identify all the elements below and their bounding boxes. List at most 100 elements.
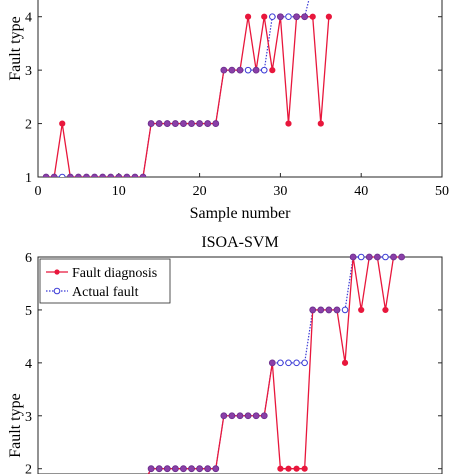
legend-marker-actual-fault bbox=[53, 287, 61, 295]
y-tick-label: 4 bbox=[25, 11, 32, 26]
coincident-point bbox=[131, 173, 139, 177]
y-axis-label: Fault type bbox=[7, 16, 24, 80]
legend-label-actual-fault: Actual fault bbox=[72, 285, 139, 300]
x-tick-label: 10 bbox=[112, 184, 126, 199]
y-tick-label: 3 bbox=[25, 64, 32, 79]
plot-frame bbox=[37, 256, 443, 474]
y-axis-label: Fault type bbox=[7, 393, 24, 457]
fault-diagnosis-point bbox=[285, 120, 292, 127]
fault-diagnosis-point bbox=[59, 120, 66, 127]
plot-frame bbox=[37, 0, 443, 178]
x-tick-label: 20 bbox=[193, 184, 207, 199]
coincident-point bbox=[204, 465, 212, 473]
coincident-point bbox=[333, 306, 341, 314]
coincident-point bbox=[50, 173, 58, 177]
y-tick-label: 2 bbox=[25, 463, 32, 474]
coincident-point bbox=[83, 173, 90, 177]
coincident-point bbox=[220, 412, 228, 420]
plot-area bbox=[147, 253, 406, 474]
coincident-point bbox=[212, 465, 220, 473]
legend-marker-fault-diagnosis bbox=[54, 269, 60, 275]
plot-area bbox=[42, 0, 332, 177]
actual-fault-point bbox=[382, 253, 389, 261]
fault-diagnosis-point bbox=[293, 465, 300, 472]
coincident-point bbox=[252, 66, 260, 74]
y-tick-label: 3 bbox=[25, 410, 32, 425]
coincident-point bbox=[155, 465, 163, 473]
fault-diagnosis-point bbox=[317, 120, 324, 127]
coincident-point bbox=[349, 253, 357, 261]
fault-diagnosis-point bbox=[261, 13, 268, 20]
coincident-point bbox=[204, 120, 212, 127]
actual-fault-point bbox=[301, 359, 308, 367]
coincident-point bbox=[107, 173, 115, 177]
legend-label-fault-diagnosis: Fault diagnosis bbox=[72, 266, 157, 281]
actual-fault-point bbox=[260, 66, 268, 74]
coincident-point bbox=[188, 120, 195, 127]
y-tick-label: 5 bbox=[25, 304, 32, 319]
actual-fault-point bbox=[357, 253, 365, 261]
fault-diagnosis-point bbox=[309, 13, 316, 20]
coincident-point bbox=[398, 253, 406, 261]
fault-diagnosis-point bbox=[285, 465, 292, 472]
coincident-point bbox=[147, 120, 155, 127]
fault-diagnosis-line bbox=[46, 16, 330, 177]
coincident-point bbox=[301, 13, 309, 21]
actual-fault-point bbox=[293, 359, 300, 367]
coincident-point bbox=[196, 120, 204, 127]
coincident-point bbox=[228, 412, 236, 420]
actual-fault-point bbox=[277, 359, 284, 367]
coincident-point bbox=[260, 412, 268, 420]
legend: Fault diagnosis Actual fault bbox=[39, 258, 171, 304]
y-tick-label: 1 bbox=[25, 171, 32, 186]
x-tick-label: 0 bbox=[35, 184, 42, 199]
coincident-point bbox=[390, 253, 397, 261]
legend-box bbox=[39, 258, 171, 304]
coincident-point bbox=[42, 173, 50, 177]
coincident-point bbox=[244, 412, 252, 420]
coincident-point bbox=[91, 173, 98, 177]
coincident-point bbox=[373, 253, 381, 261]
x-tick-label: 40 bbox=[354, 184, 368, 199]
coincident-point bbox=[220, 66, 228, 74]
y-tick-label: 2 bbox=[25, 118, 32, 133]
x-tick-label: 50 bbox=[435, 184, 449, 199]
coincident-point bbox=[276, 13, 284, 21]
coincident-point bbox=[309, 306, 317, 314]
coincident-point bbox=[99, 173, 107, 177]
fault-diagnosis-point bbox=[325, 13, 332, 20]
actual-fault-point bbox=[285, 13, 292, 21]
x-tick-label: 30 bbox=[273, 184, 287, 199]
chart-title: ISOA-SVM bbox=[201, 234, 278, 251]
coincident-point bbox=[163, 465, 171, 473]
actual-fault-point bbox=[285, 359, 292, 367]
coincident-point bbox=[293, 13, 300, 21]
coincident-point bbox=[139, 173, 147, 177]
actual-fault-point bbox=[269, 13, 276, 21]
coincident-point bbox=[268, 359, 276, 367]
y-tick-label: 4 bbox=[25, 357, 32, 372]
coincident-point bbox=[163, 120, 171, 127]
coincident-point bbox=[66, 173, 74, 177]
fault-diagnosis-point bbox=[301, 465, 308, 472]
coincident-point bbox=[325, 306, 333, 314]
coincident-point bbox=[123, 173, 131, 177]
coincident-point bbox=[147, 465, 155, 473]
fault-diagnosis-point bbox=[269, 67, 276, 74]
fault-diagnosis-point bbox=[244, 13, 252, 20]
coincident-point bbox=[75, 173, 82, 177]
coincident-point bbox=[228, 66, 236, 74]
x-axis-label: Sample number bbox=[190, 205, 292, 222]
coincident-point bbox=[171, 465, 179, 473]
isoa-svm-chart: 2 3 4 5 6 Fault type ISOA-SVM Fault diagnosis Ac… bbox=[7, 234, 443, 474]
coincident-point bbox=[115, 173, 123, 177]
coincident-point bbox=[171, 120, 179, 127]
coincident-point bbox=[188, 465, 195, 473]
coincident-point bbox=[317, 306, 325, 314]
coincident-point bbox=[212, 120, 220, 127]
actual-fault-point bbox=[244, 66, 252, 74]
fault-diagnosis-point bbox=[341, 359, 349, 366]
fault-diagnosis-point bbox=[277, 465, 284, 472]
